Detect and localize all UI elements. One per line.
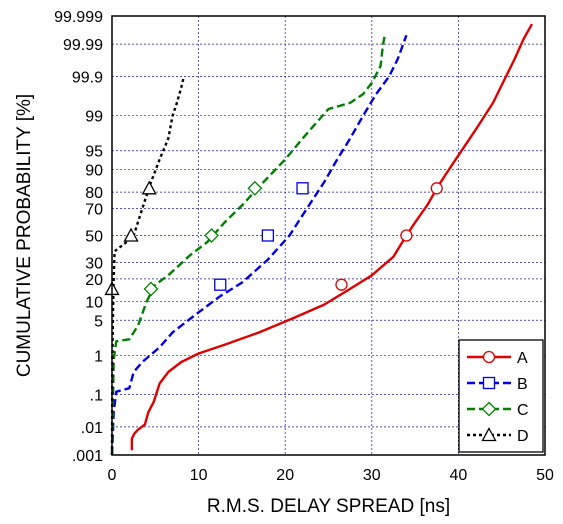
y-tick-label: 99.99: [63, 37, 103, 54]
series-b-marker: [261, 229, 275, 242]
y-tick-label: 99.9: [72, 69, 103, 86]
y-tick-label: 99: [85, 109, 103, 126]
y-tick-label: 90: [85, 162, 103, 179]
legend-b-marker: [482, 376, 496, 390]
x-tick-label: 0: [108, 467, 117, 484]
legend-box: [458, 339, 544, 453]
y-tick-label: 1: [94, 348, 103, 365]
y-tick-label: 5: [94, 313, 103, 330]
y-tick-label: 95: [85, 144, 103, 161]
x-tick-label: 20: [276, 467, 294, 484]
series-c-marker: [204, 228, 220, 243]
plot-frame: [111, 15, 546, 456]
y-tick-label: 99.999: [54, 9, 103, 26]
grid: [112, 16, 545, 455]
y-tick-label: .001: [72, 448, 103, 465]
tick-labels: 0 10 20 30 40 50.001.01.115102030507080909599…: [54, 9, 554, 484]
series-c-line: [110, 35, 386, 456]
x-tick-label: 40: [450, 467, 468, 484]
legend-b-label: B: [517, 376, 528, 393]
y-tick-label: 30: [85, 256, 103, 273]
y-tick-label: 70: [85, 201, 103, 218]
y-tick-label: .1: [90, 388, 103, 405]
y-tick-label: 50: [85, 229, 103, 246]
series-a-line: [130, 23, 534, 451]
series-c-marker: [143, 281, 159, 297]
series-d-marker: [123, 227, 139, 242]
series-c-marker: [247, 180, 263, 196]
legend-a-marker: [482, 350, 496, 364]
legend-c-marker: [481, 401, 497, 417]
y-tick-label: .01: [81, 420, 103, 437]
y-tick-label: 80: [85, 185, 103, 202]
y-tick-label: 20: [85, 272, 103, 289]
x-axis-label: R.M.S. DELAY SPREAD [ns]: [207, 496, 450, 517]
series-a-marker: [430, 182, 443, 195]
series-b-marker: [296, 182, 309, 195]
y-tick-label: 10: [85, 295, 103, 312]
legend-d-label: D: [517, 428, 529, 445]
x-tick-label: 30: [363, 467, 381, 484]
series-b-marker: [214, 278, 227, 291]
x-tick-label: 50: [536, 467, 554, 484]
legend-a-label: A: [517, 350, 528, 367]
series-d-marker: [141, 180, 157, 195]
series-layer: [104, 23, 534, 456]
series-a-marker: [400, 229, 413, 242]
series-d-line: [110, 76, 186, 456]
y-axis-label: CUMULATIVE PROBABILITY [%]: [14, 94, 35, 377]
legend-c-label: C: [517, 402, 529, 419]
series-b-line: [110, 34, 408, 456]
legend-d-marker: [481, 427, 497, 442]
series-a-marker: [335, 278, 348, 291]
x-tick-label: 10: [190, 467, 208, 484]
